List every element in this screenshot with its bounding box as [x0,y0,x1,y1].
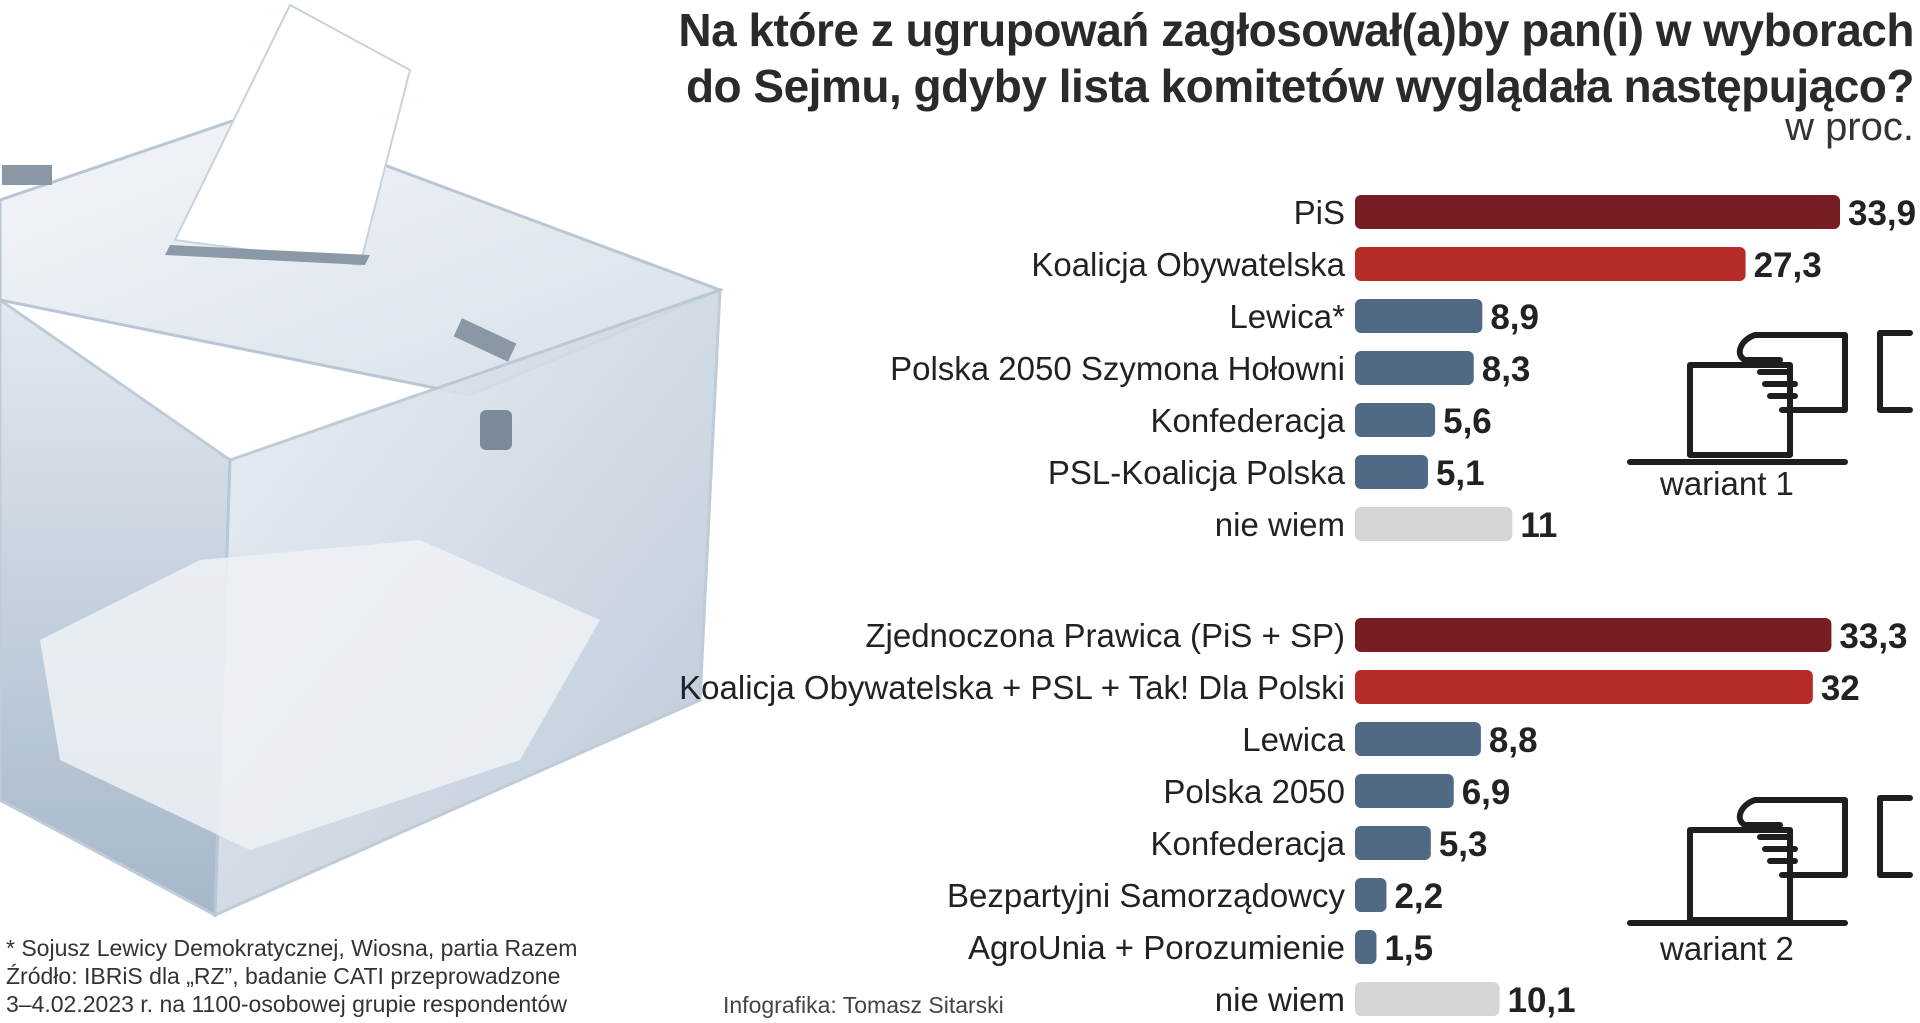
chart-title-line-1: Na które z ugrupowań zagłosował(a)by pan… [678,4,1914,56]
ballot-cards-pile [40,540,600,850]
bar [1355,774,1454,808]
bar [1355,455,1428,489]
category-label: PSL-Koalicja Polska [1048,454,1346,491]
value-label: 27,3 [1754,246,1822,285]
value-label: 33,3 [1839,617,1907,656]
footnote-line-3: 3–4.02.2023 r. na 1100-osobowej grupie r… [6,991,567,1017]
clasp-left [2,165,52,185]
chart-title-line-2: do Sejmu, gdyby lista komitetów wyglądał… [685,60,1915,112]
value-label: 33,9 [1848,194,1916,233]
category-label: Zjednoczona Prawica (PiS + SP) [865,617,1345,654]
bar [1355,930,1377,964]
bar [1355,403,1436,437]
bar [1355,878,1387,912]
bar [1355,826,1431,860]
category-label: PiS [1294,194,1345,231]
value-label: 8,3 [1482,350,1531,389]
footnote-line-2: Źródło: IBRiS dla „RZ”, badanie CATI prz… [6,963,561,989]
clasp-right [453,318,517,362]
bar [1355,982,1500,1016]
bars-layer: PiS 33,9 Koalicja Obywatelska 27,3 Lewica* 8,… [679,194,1916,1020]
footnote: * Sojusz Lewicy Demokratycznej, Wiosna, … [6,934,577,1018]
category-label: Polska 2050 [1163,773,1345,810]
value-label: 10,1 [1507,981,1575,1020]
value-label: 8,8 [1489,721,1538,760]
category-label: nie wiem [1215,506,1345,543]
category-label: Konfederacja [1151,402,1346,439]
category-label: Polska 2050 Szymona Hołowni [890,350,1345,387]
bar [1355,299,1483,333]
category-label: Koalicja Obywatelska + PSL + Tak! Dla Po… [679,669,1345,706]
value-label: 1,5 [1384,929,1433,968]
bar [1355,195,1840,229]
bar [1355,722,1481,756]
value-label: 2,2 [1394,877,1443,916]
hand-ballot-icon-variant-1 [1627,330,1913,465]
category-label: Koalicja Obywatelska [1031,246,1345,283]
category-label: Lewica* [1229,298,1345,335]
ballot-slot [165,245,370,265]
category-label: AgroUnia + Porozumienie [968,929,1345,966]
value-label: 5,6 [1443,402,1492,441]
credit: Infografika: Tomasz Sitarski [723,992,1004,1018]
unit-label: w proc. [1785,105,1914,149]
value-label: 5,3 [1439,825,1488,864]
category-label: Bezpartyjni Samorządowcy [947,877,1345,914]
category-label: nie wiem [1215,981,1345,1018]
bar [1355,670,1813,704]
ballot-box-illustration [0,3,725,918]
category-label: Lewica [1242,721,1345,758]
ballot-paper [173,3,412,267]
bar [1355,247,1746,281]
chart-title: Na które z ugrupowań zagłosował(a)by pan… [514,2,1914,114]
category-label: Konfederacja [1151,825,1346,862]
value-label: 6,9 [1462,773,1511,812]
variant-2-label: wariant 2 [1660,930,1794,967]
value-label: 32 [1821,669,1860,708]
footnote-line-1: * Sojusz Lewicy Demokratycznej, Wiosna, … [6,935,578,961]
padlock [480,410,512,450]
hand-ballot-icon-variant-2 [1627,795,1913,926]
bar [1355,618,1832,652]
bar [1355,351,1474,385]
value-label: 8,9 [1490,298,1539,337]
value-label: 5,1 [1436,454,1485,493]
bar [1355,507,1513,541]
variant-1-label: wariant 1 [1660,465,1794,502]
value-label: 11 [1520,506,1557,545]
